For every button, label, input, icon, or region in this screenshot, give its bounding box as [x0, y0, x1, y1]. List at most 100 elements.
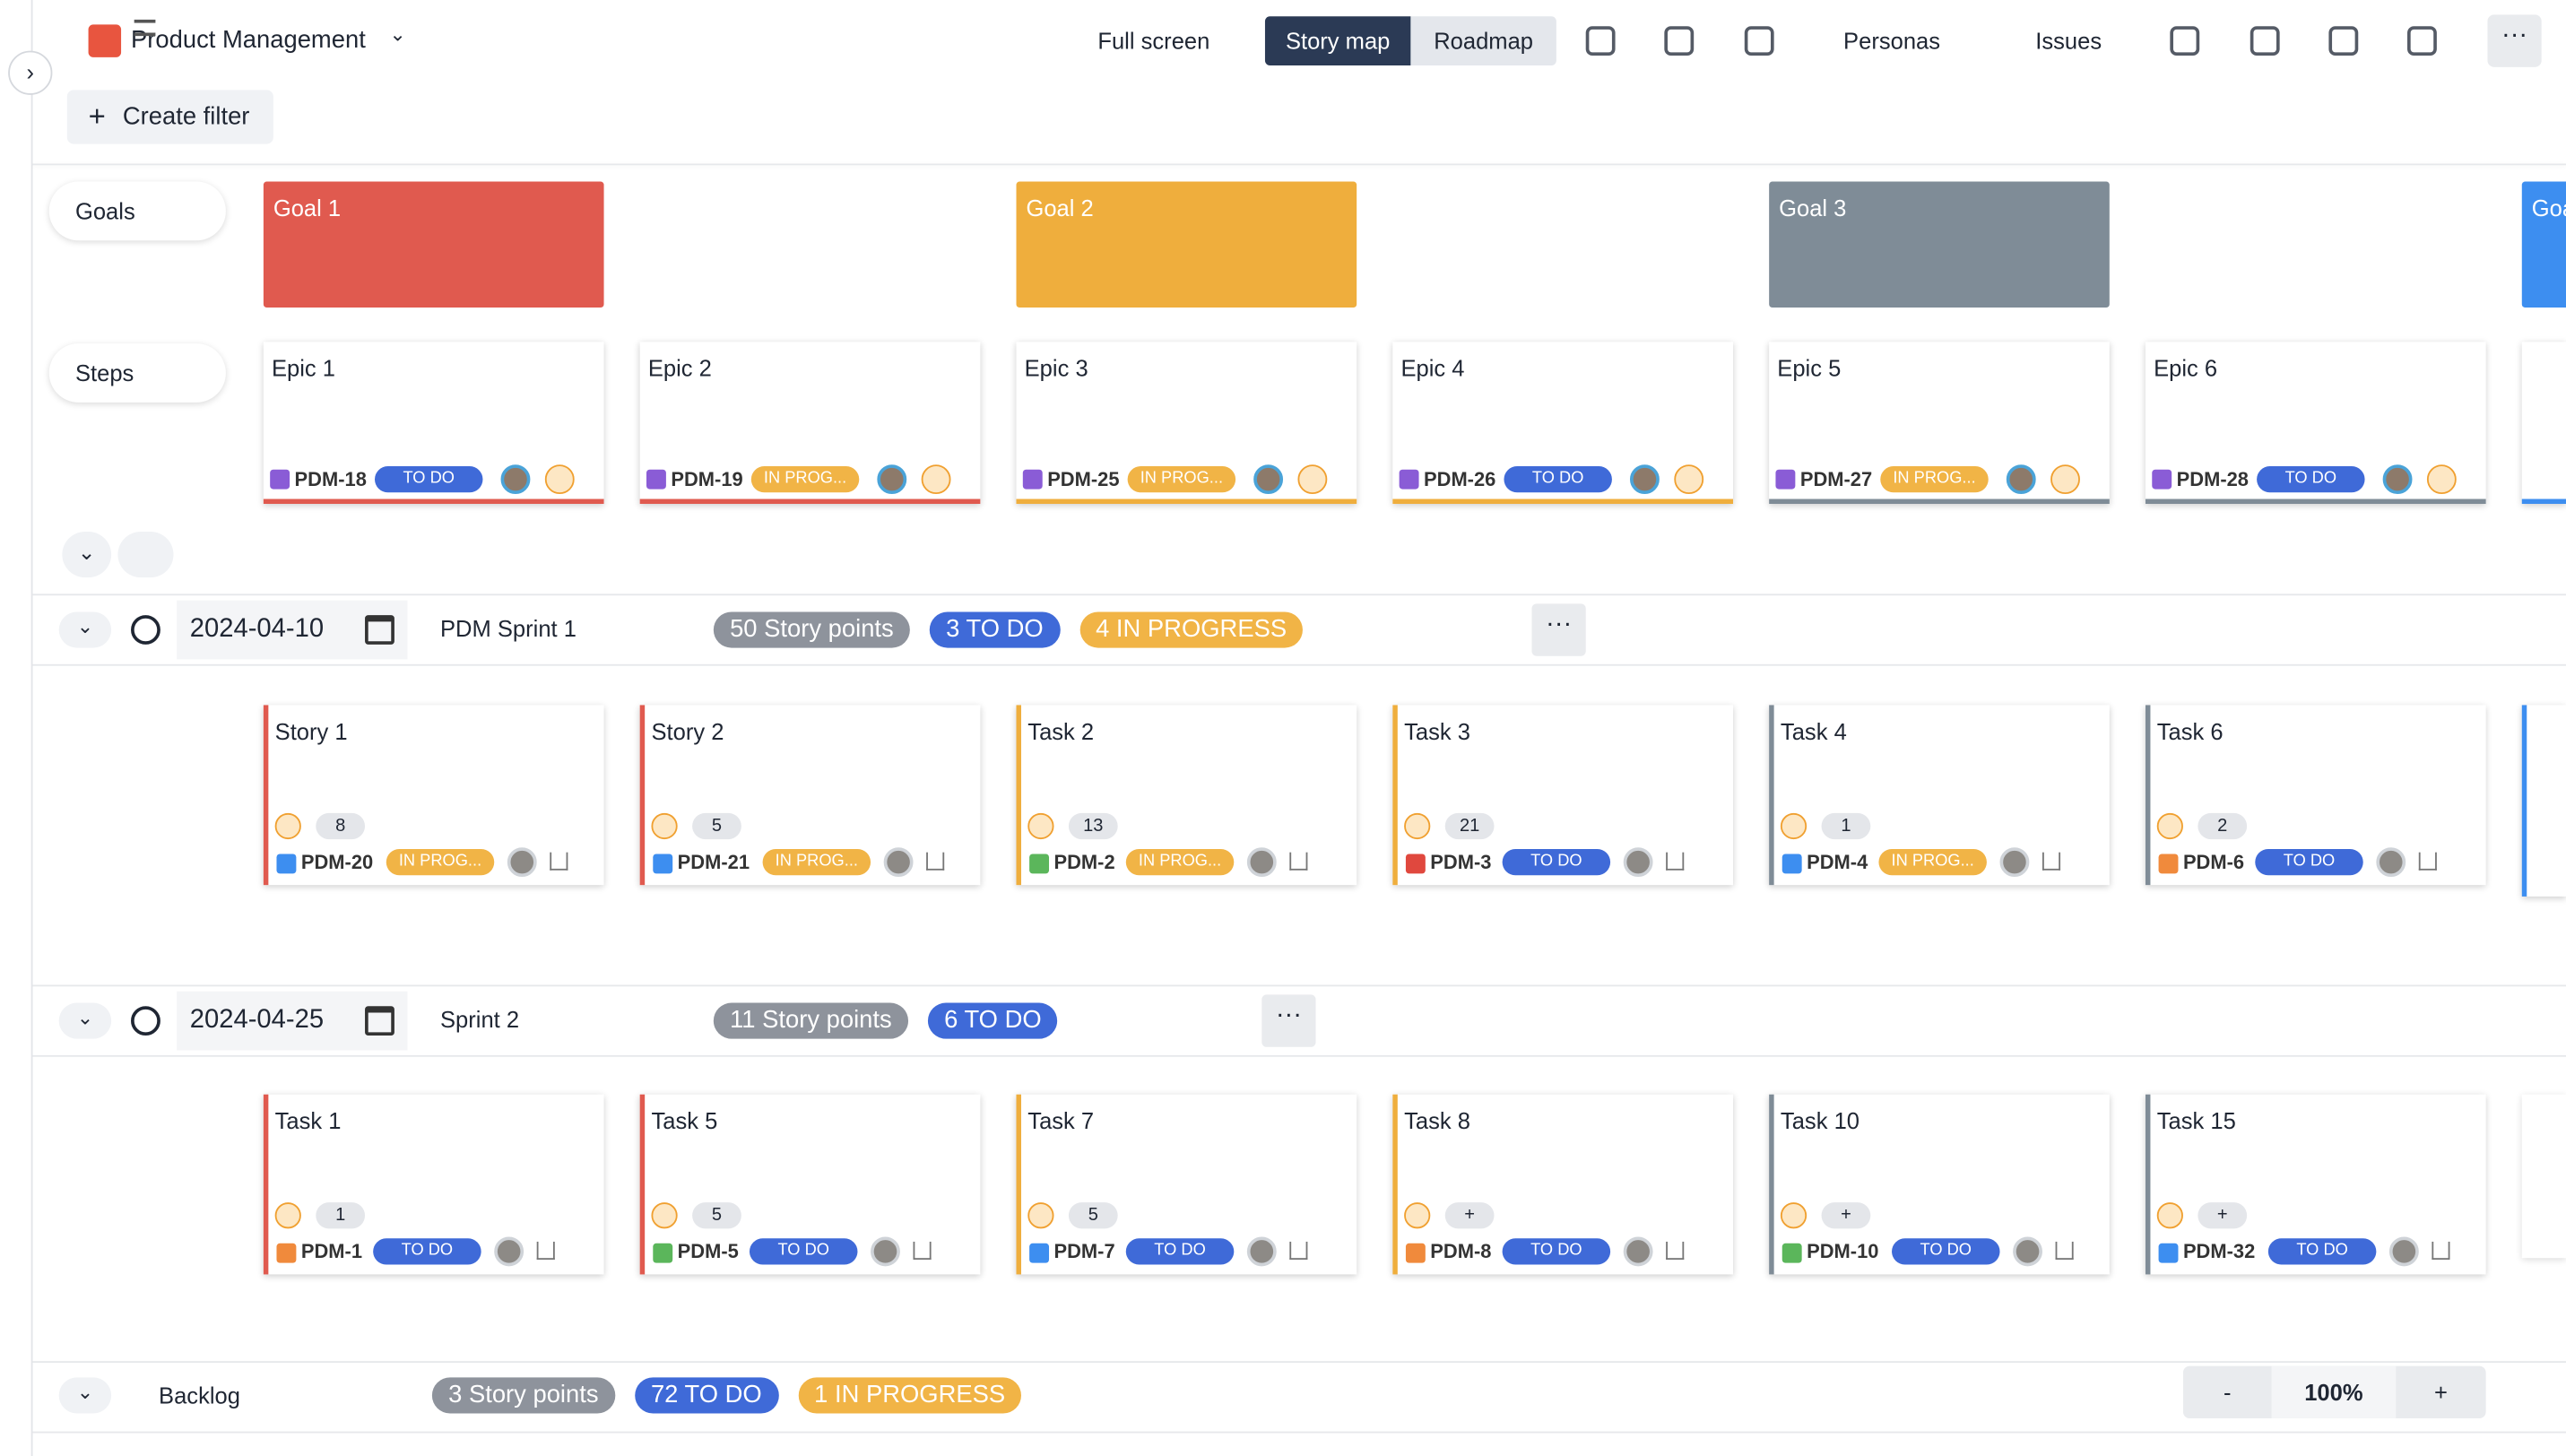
issue-key: PDM-19: [671, 467, 743, 491]
header-icon[interactable]: [2407, 26, 2437, 56]
issue-card[interactable]: Task 3 21 PDM-3 TO DO: [1392, 705, 1733, 886]
card-title: Task 6: [2156, 718, 2224, 745]
sidebar-toggle[interactable]: ›: [8, 50, 53, 95]
epic-title: Epic 1: [271, 354, 336, 382]
story-points: 5: [1068, 1202, 1118, 1229]
partial-card-edge: [2521, 705, 2566, 897]
issue-card[interactable]: Task 1 1 PDM-1 TO DO: [263, 1094, 604, 1275]
issue-card[interactable]: Task 8 + PDM-8 TO DO: [1392, 1094, 1733, 1275]
status-badge: IN PROG...: [1878, 849, 1987, 876]
epic-card[interactable]: Epic 6 PDM-28 TO DO: [2145, 342, 2486, 505]
summary-pill: 50 Story points: [713, 611, 910, 648]
backlog-name: Backlog: [159, 1382, 240, 1409]
collapse-all-button[interactable]: ⌄: [62, 532, 112, 578]
issue-card[interactable]: Task 4 1 PDM-4 IN PROG...: [1769, 705, 2110, 886]
issue-card[interactable]: Task 5 5 PDM-5 TO DO: [639, 1094, 981, 1275]
card-title: Story 2: [651, 718, 724, 745]
sprint-more-button[interactable]: ···: [1261, 994, 1316, 1047]
issue-key: PDM-32: [2182, 1240, 2256, 1263]
header-button[interactable]: Issues: [2035, 28, 2102, 55]
row-label-pill[interactable]: Steps: [48, 343, 226, 403]
header-icon[interactable]: [1664, 26, 1695, 56]
goal-card[interactable]: Goal 2: [1016, 181, 1357, 308]
header-button[interactable]: Roadmap: [1410, 16, 1556, 65]
issue-type-icon: [1781, 854, 1802, 874]
header-icon[interactable]: [1744, 26, 1774, 56]
issue-key: PDM-7: [1053, 1240, 1115, 1263]
epic-title: Epic 5: [1777, 354, 1842, 382]
zoom-level: 100%: [2271, 1365, 2397, 1419]
epic-icon: [1022, 469, 1043, 490]
story-points: 2: [2198, 812, 2248, 840]
avatar: [2013, 1236, 2042, 1267]
plus-icon: +: [88, 100, 106, 133]
goal-card[interactable]: Goa: [2521, 181, 2566, 308]
header-icon[interactable]: [2328, 26, 2359, 56]
header-icon[interactable]: [2170, 26, 2200, 56]
filter-button[interactable]: [117, 532, 174, 578]
status-badge: IN PROG...: [1880, 466, 1989, 493]
zoom-button[interactable]: -: [2223, 1379, 2232, 1406]
row-label: Steps: [74, 360, 134, 386]
create-filter-button[interactable]: + Create filter: [66, 90, 273, 144]
goal-card[interactable]: Goal 3: [1769, 181, 2110, 308]
avatar: [1623, 1236, 1653, 1267]
story-points: 21: [1444, 812, 1495, 840]
priority-icon: [1404, 1202, 1431, 1229]
issue-card[interactable]: Task 10 + PDM-10 TO DO: [1769, 1094, 2110, 1275]
collapse-button[interactable]: ⌄: [58, 611, 112, 648]
date-field[interactable]: 2024-04-10: [177, 600, 408, 660]
calendar-icon: [365, 615, 394, 645]
issue-card[interactable]: Story 1 8 PDM-20 IN PROG...: [263, 705, 604, 886]
issue-card[interactable]: Task 15 + PDM-32 TO DO: [2145, 1094, 2486, 1275]
epic-card[interactable]: Epic 3 PDM-25 IN PROG...: [1016, 342, 1357, 505]
status-badge: TO DO: [2267, 1238, 2377, 1265]
hierarchy-icon: [2432, 1241, 2450, 1261]
collapse-button[interactable]: ⌄: [58, 1377, 112, 1414]
issue-card[interactable]: Task 2 13 PDM-2 IN PROG...: [1016, 705, 1357, 886]
issue-card[interactable]: Story 2 5 PDM-21 IN PROG...: [639, 705, 981, 886]
goal-card[interactable]: Goal 1: [263, 181, 604, 308]
date-field[interactable]: 2024-04-25: [177, 991, 408, 1051]
priority-icon: [2156, 812, 2183, 840]
issue-card[interactable]: Task 6 2 PDM-6 TO DO: [2145, 705, 2486, 886]
header-button[interactable]: Personas: [1843, 28, 1941, 55]
issue-card[interactable]: Task 7 5 PDM-7 TO DO: [1016, 1094, 1357, 1275]
header-button[interactable]: Story map: [1264, 16, 1411, 65]
issue-type-icon: [1781, 1243, 1802, 1263]
epic-icon: [1399, 469, 1419, 490]
zoom-button[interactable]: +: [2433, 1379, 2448, 1406]
issue-key: PDM-28: [2176, 467, 2249, 491]
epic-card[interactable]: Epic 2 PDM-19 IN PROG...: [639, 342, 981, 505]
sprint-name: Sprint 2: [440, 1006, 520, 1033]
row-divider: [32, 984, 2566, 987]
avatar: [877, 464, 907, 495]
collapse-button[interactable]: ⌄: [58, 1002, 112, 1039]
goal-title: Goal 2: [1026, 195, 1094, 221]
header-button[interactable]: Full screen: [1097, 28, 1210, 55]
project-title[interactable]: Product Management: [131, 26, 366, 55]
priority-icon: [651, 1202, 678, 1229]
status-badge: IN PROG...: [386, 849, 495, 876]
app-logo: [88, 24, 122, 57]
sprint-target-icon: [131, 615, 160, 645]
epic-title: Epic 2: [647, 354, 712, 382]
header-icon[interactable]: [2250, 26, 2280, 56]
header-icon[interactable]: [1585, 26, 1616, 56]
sprint-more-button[interactable]: ···: [1531, 603, 1586, 656]
hierarchy-icon: [1666, 852, 1685, 871]
epic-card[interactable]: Epic 4 PDM-26 TO DO: [1392, 342, 1733, 505]
hierarchy-icon: [913, 1241, 932, 1261]
hierarchy-icon: [1289, 1241, 1308, 1261]
zoom-control: - 100% +: [2182, 1365, 2486, 1419]
story-points: +: [1821, 1202, 1871, 1229]
status-badge: IN PROG...: [750, 466, 860, 493]
row-label-pill[interactable]: Goals: [48, 181, 226, 241]
more-button[interactable]: ···: [2487, 14, 2542, 67]
card-title: Task 1: [274, 1107, 342, 1134]
epic-card[interactable]: Epic 1 PDM-18 TO DO: [263, 342, 604, 505]
story-points: +: [2198, 1202, 2248, 1229]
epic-card[interactable]: Epic 5 PDM-27 IN PROG...: [1769, 342, 2110, 505]
summary-pill: 3 Story points: [431, 1377, 615, 1414]
